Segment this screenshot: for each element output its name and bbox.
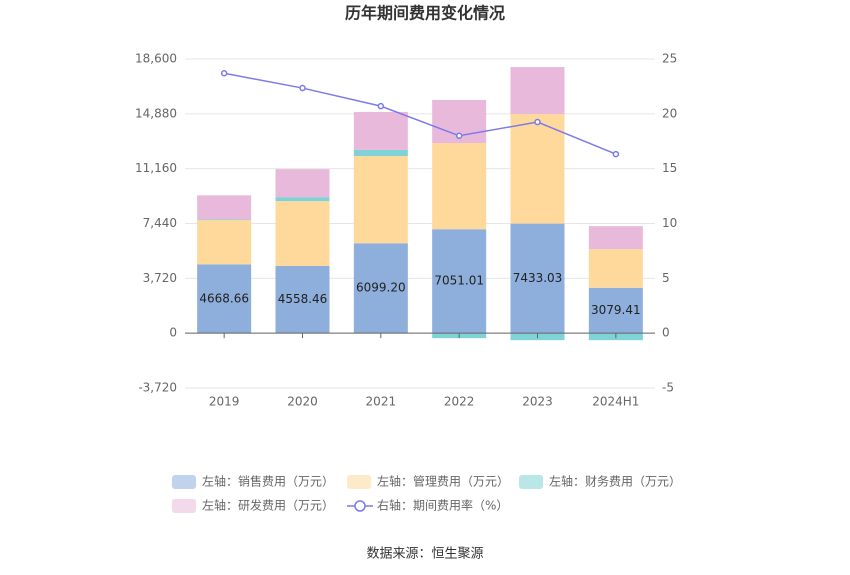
legend-swatch bbox=[347, 475, 371, 489]
y2-tick-label: 5 bbox=[662, 271, 670, 285]
line-point bbox=[220, 70, 228, 77]
bar-segment bbox=[432, 143, 487, 230]
y-tick-label: 7,440 bbox=[143, 216, 177, 230]
bar-segment bbox=[197, 219, 252, 221]
data-label: 6099.20 bbox=[356, 281, 406, 295]
x-tick-label: 2019 bbox=[209, 395, 240, 409]
legend-swatch bbox=[172, 475, 196, 489]
bar-segment bbox=[510, 223, 565, 334]
legend-label: 右轴：期间费用率（%） bbox=[377, 498, 508, 513]
y-tick-label: 18,600 bbox=[135, 52, 177, 66]
chart-title: 历年期间费用变化情况 bbox=[345, 4, 505, 23]
line-point bbox=[534, 118, 541, 126]
data-label: 4668.66 bbox=[199, 291, 249, 305]
bar-segment bbox=[588, 226, 643, 250]
bar-segment bbox=[197, 264, 252, 334]
legend-swatch bbox=[172, 499, 196, 513]
bar-segment bbox=[353, 156, 408, 244]
data-label: 4558.46 bbox=[278, 292, 328, 306]
bar-segment bbox=[432, 229, 487, 334]
y2-tick-label: 25 bbox=[662, 52, 677, 66]
data-label: 7051.01 bbox=[434, 274, 484, 288]
bar-segment bbox=[353, 111, 408, 150]
y-tick-label: 11,160 bbox=[135, 161, 177, 175]
y-tick-label: 14,880 bbox=[135, 106, 177, 120]
y2-tick-label: 0 bbox=[662, 326, 670, 340]
legend-swatch bbox=[519, 475, 543, 489]
line bbox=[224, 72, 617, 155]
legend-label: 左轴：财务费用（万元） bbox=[549, 474, 681, 489]
y2-tick-label: 15 bbox=[662, 161, 677, 175]
source: 数据来源：恒生聚源 bbox=[366, 547, 483, 562]
legend-label: 左轴：研发费用（万元） bbox=[202, 498, 334, 513]
y-tick-label: 0 bbox=[169, 326, 177, 340]
line-point bbox=[455, 132, 463, 140]
legend-label: 左轴：管理费用（万元） bbox=[377, 474, 509, 489]
data-label: 7433.03 bbox=[513, 271, 563, 285]
bar-segment bbox=[275, 265, 330, 334]
y-tick-label: 3,720 bbox=[143, 271, 177, 285]
y-tick-label: -3,720 bbox=[138, 381, 177, 395]
bar-segment bbox=[275, 169, 330, 198]
legend-marker bbox=[354, 500, 366, 512]
bar-segment bbox=[197, 220, 252, 265]
x-tick-label: 2020 bbox=[287, 395, 318, 409]
line-point bbox=[612, 150, 620, 158]
line-point bbox=[377, 102, 385, 110]
x-tick-label: 2021 bbox=[366, 395, 397, 409]
bar-segment bbox=[197, 195, 252, 220]
x-tick-label: 2022 bbox=[444, 395, 475, 409]
bar-segment bbox=[510, 114, 565, 224]
x-tick-label: 2024H1 bbox=[592, 395, 639, 409]
data-label: 3079.41 bbox=[591, 303, 641, 317]
bar-segment bbox=[588, 287, 643, 334]
bar-segment bbox=[275, 197, 330, 202]
x-tick-label: 2023 bbox=[522, 395, 553, 409]
bar-segment bbox=[353, 243, 408, 334]
line-point bbox=[299, 84, 306, 92]
bar-segment bbox=[588, 249, 643, 288]
y2-tick-label: 10 bbox=[662, 216, 677, 230]
y2-tick-label: 20 bbox=[662, 106, 677, 120]
legend-label: 左轴：销售费用（万元） bbox=[202, 474, 334, 489]
bar-segment bbox=[510, 67, 565, 115]
bar-segment bbox=[275, 201, 330, 266]
bar-segment bbox=[353, 149, 408, 157]
y2-tick-label: -5 bbox=[662, 381, 674, 395]
